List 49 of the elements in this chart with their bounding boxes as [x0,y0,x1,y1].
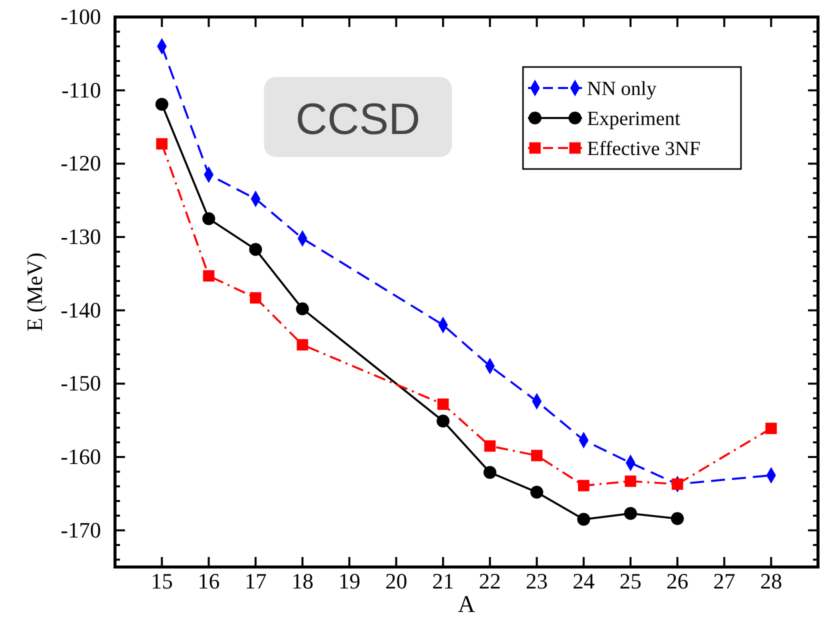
point [296,302,309,316]
point [249,243,262,256]
y-tick-label: -140 [60,297,101,322]
point [624,507,637,520]
x-tick-label: 26 [666,568,688,594]
y-tick-label: -160 [60,444,101,470]
point [672,478,684,490]
y-tick-label: -150 [60,370,101,396]
x-tick-label: 19 [338,568,360,594]
x-tick-label: 24 [572,568,595,594]
point [156,138,168,150]
annotation: CCSD [296,95,420,144]
point [624,476,636,487]
y-tick-label: -110 [61,77,101,102]
point [203,270,214,282]
point [202,212,216,226]
point [484,440,496,452]
point [437,398,449,410]
x-tick-label: 20 [385,568,408,594]
x-tick-label: 27 [713,568,736,594]
point [250,292,262,304]
x-tick-label: 23 [526,568,548,594]
point [436,414,450,428]
x-axis-title: A [458,592,476,617]
point [155,98,168,111]
x-tick-label: 25 [620,568,642,594]
point [670,512,684,526]
point [484,466,496,479]
y-axis-title: E (MeV) [22,252,47,332]
point [578,480,590,492]
point [530,486,544,499]
x-tick-label: 22 [478,568,501,594]
point [577,512,590,526]
x-tick-label: 18 [291,568,314,594]
y-tick-label: -120 [60,150,101,176]
y-tick-label: -170 [60,517,101,542]
y-tick-label: -130 [60,224,101,250]
x-tick-label: 21 [432,568,454,594]
x-tick-label: 17 [244,568,267,594]
x-tick-label: 16 [198,568,220,594]
point [765,422,777,434]
x-tick-label: 28 [760,568,782,594]
point [531,450,542,462]
legend-label: NN only [587,78,656,100]
legend-label: Experiment [587,108,681,130]
x-tick-label: 15 [150,568,173,594]
y-tick-label: -100 [60,4,101,30]
legend-label: Effective 3NF [587,138,700,160]
point [296,339,308,350]
